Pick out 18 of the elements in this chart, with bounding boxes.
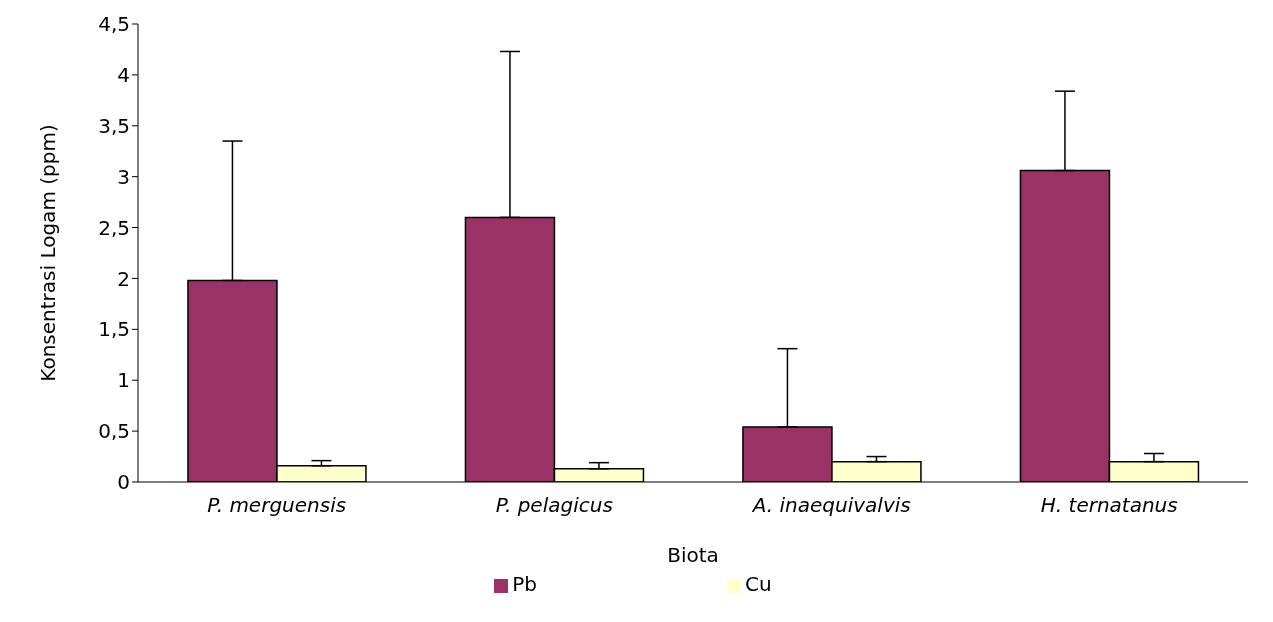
y-tick-label: 4: [117, 62, 130, 87]
y-tick-label: 0: [117, 470, 130, 495]
y-axis-title: Konsentrasi Logam (ppm): [36, 124, 61, 382]
y-tick-label: 3: [117, 164, 130, 189]
y-tick-label: 0,5: [98, 419, 130, 444]
x-axis-title: Biota: [667, 543, 719, 567]
x-tick-label: H. ternatanus: [1040, 493, 1178, 518]
y-tick-label: 1: [117, 368, 130, 393]
y-tick-label: 2,5: [98, 215, 130, 240]
y-tick-label: 3,5: [98, 113, 130, 138]
y-tick-label: 1,5: [98, 317, 130, 342]
y-tick-label: 2: [117, 266, 130, 291]
legend-label: Cu: [745, 572, 772, 596]
y-tick-label: 4,5: [98, 12, 130, 37]
x-tick-label: A. inaequivalvis: [750, 493, 911, 518]
legend-label: Pb: [512, 572, 538, 596]
x-tick-label: P. pelagicus: [495, 493, 613, 518]
x-tick-label: P. merguensis: [207, 493, 347, 518]
